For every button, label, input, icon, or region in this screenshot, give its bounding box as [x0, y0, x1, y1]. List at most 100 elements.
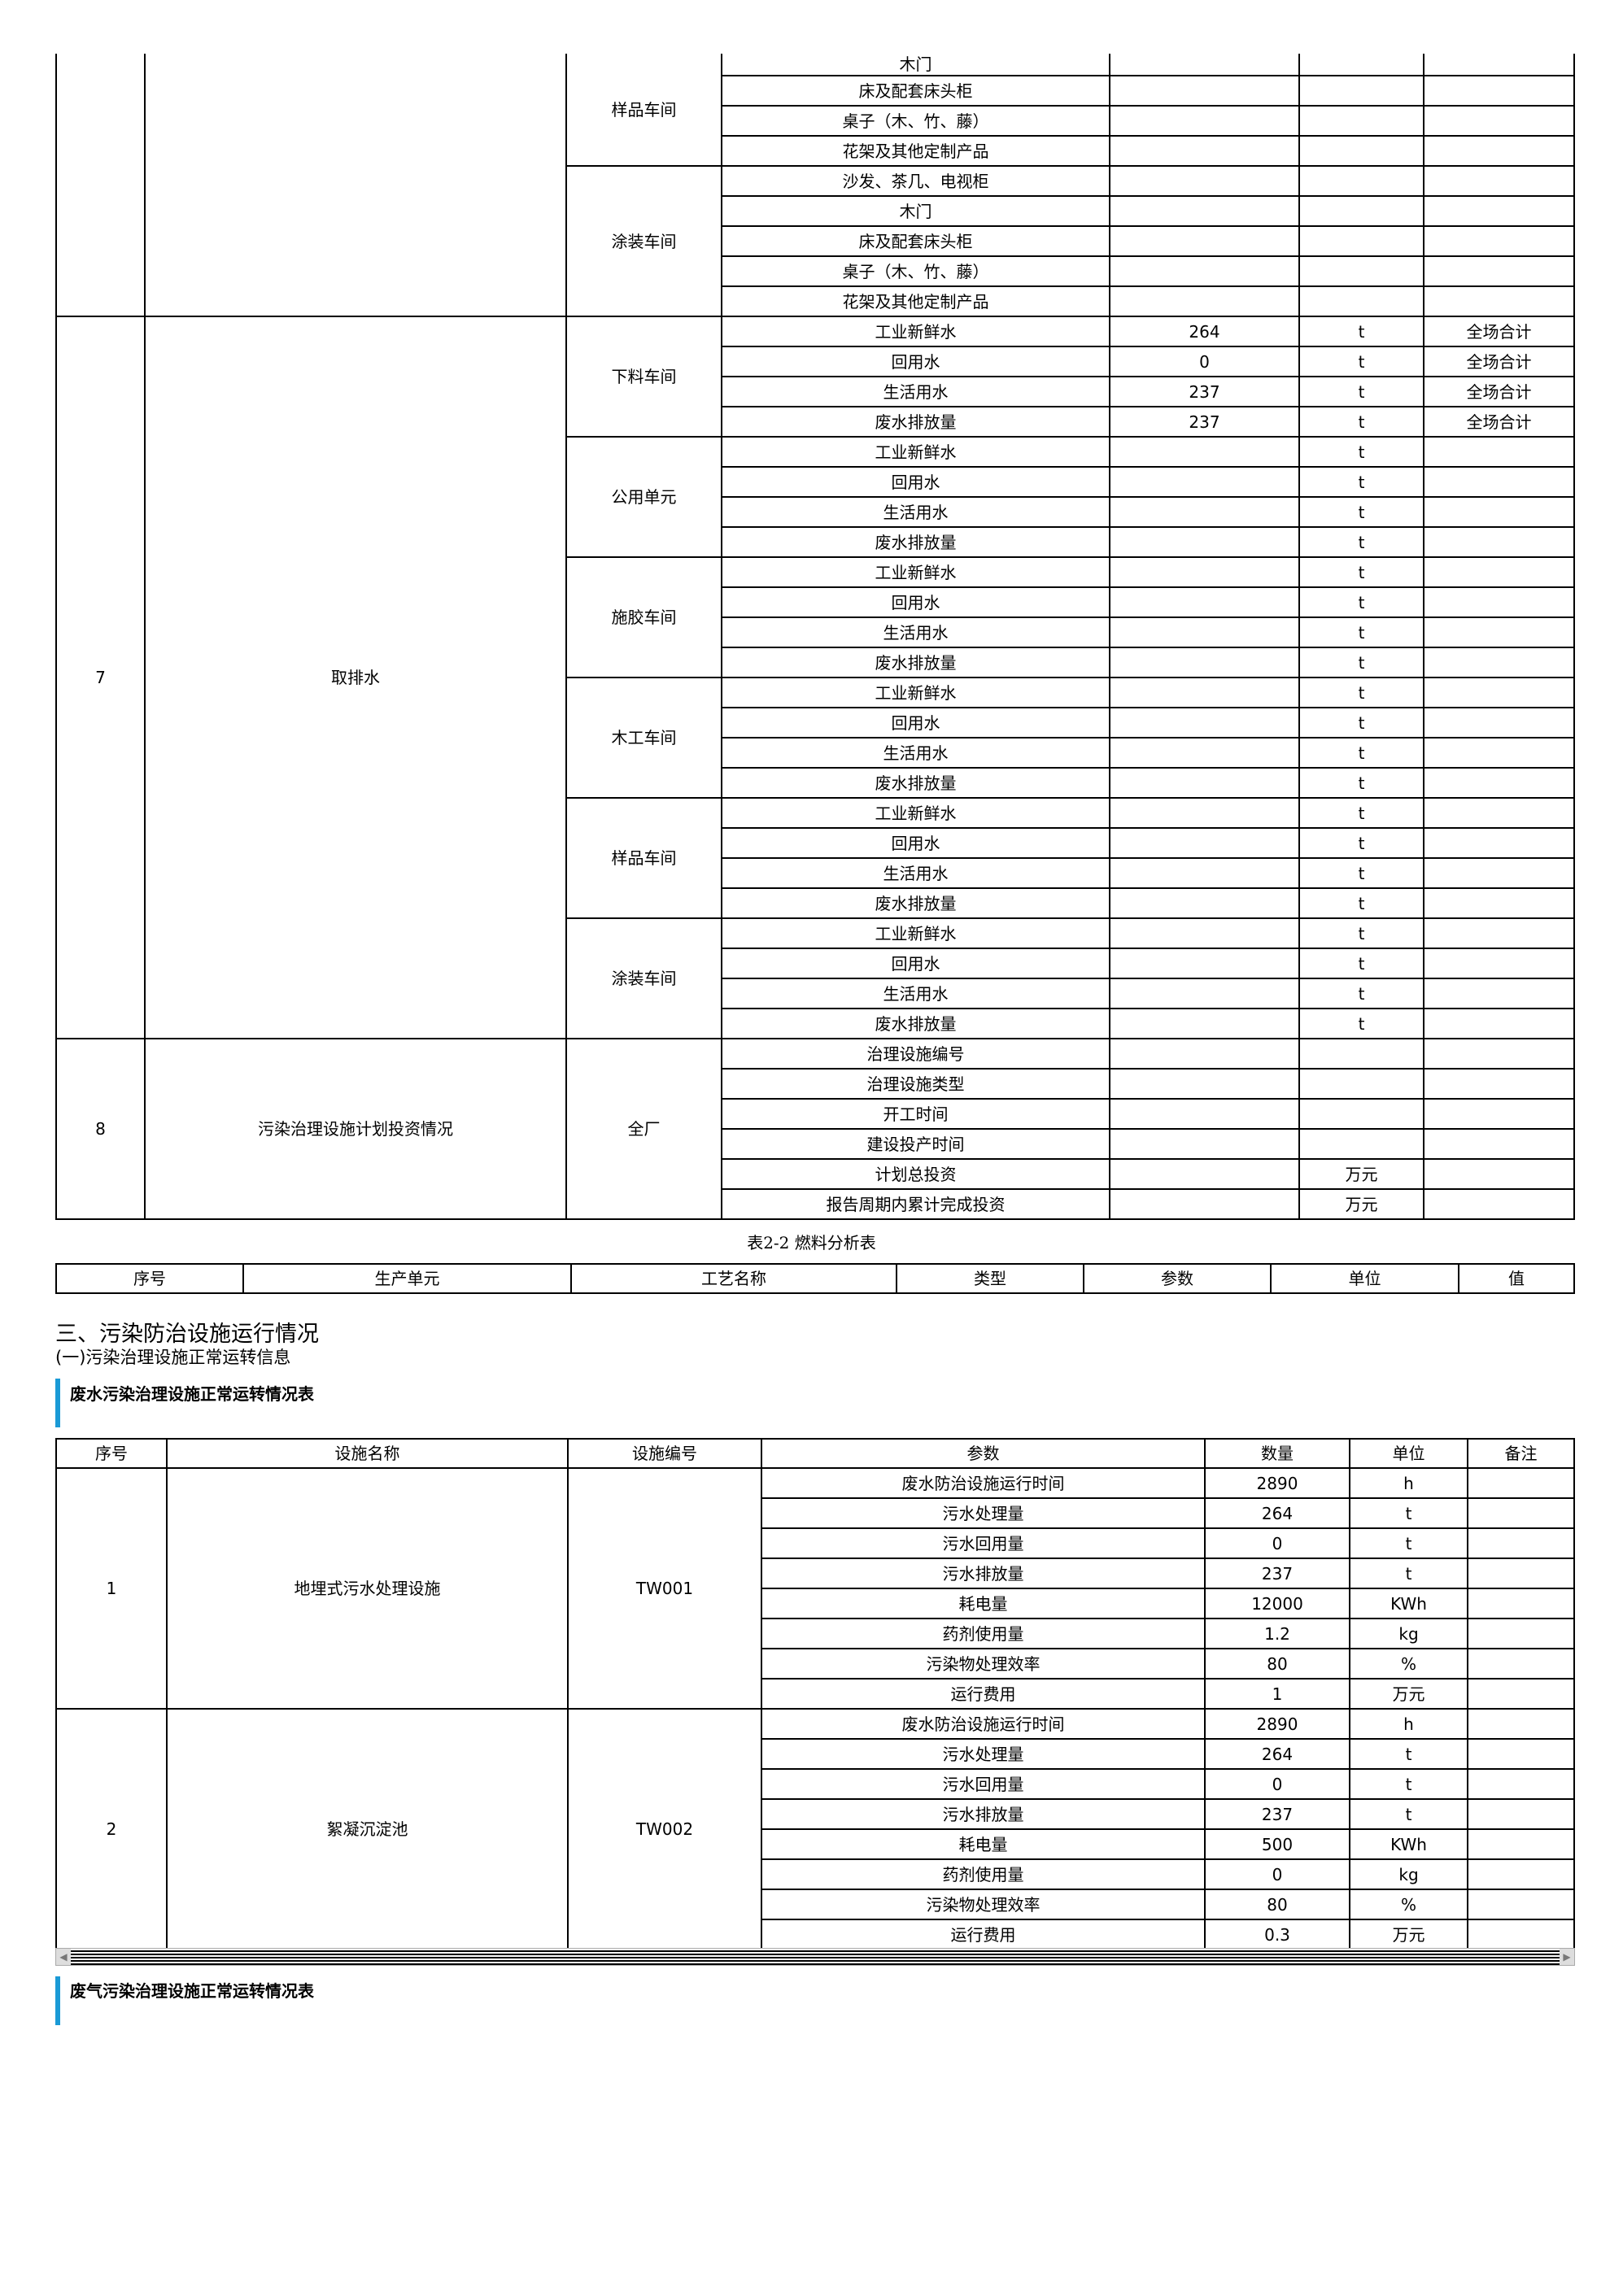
column-header: 类型 — [896, 1263, 1084, 1294]
parameter: 工业新鲜水 — [721, 797, 1110, 829]
unit — [1298, 225, 1424, 257]
table-row: 污水排放量 237 t — [56, 1558, 1575, 1589]
remark — [1467, 1648, 1575, 1680]
column-header: 单位 — [1349, 1438, 1468, 1469]
column-header: 设施名称 — [166, 1438, 569, 1469]
table-row: 回用水 t — [56, 586, 1575, 618]
production-unit: 样品车间 — [565, 797, 722, 919]
unit — [1298, 1128, 1424, 1160]
parameter: 建设投产时间 — [721, 1128, 1110, 1160]
subsection-title: (一)污染治理设施正常运转信息 — [55, 1348, 291, 1367]
value — [1109, 75, 1300, 107]
note: 全场合计 — [1423, 316, 1575, 347]
column-header: 设施编号 — [567, 1438, 762, 1469]
parameter: 运行费用 — [761, 1919, 1206, 1950]
unit: t — [1298, 978, 1424, 1009]
note — [1423, 436, 1575, 468]
accent-bar — [55, 1976, 60, 2025]
parameter: 工业新鲜水 — [721, 556, 1110, 588]
note — [1423, 737, 1575, 769]
column-header: 参数 — [761, 1438, 1206, 1469]
unit — [1298, 1098, 1424, 1130]
table-row: 样品车间 工业新鲜水 t — [56, 797, 1575, 919]
quantity: 80 — [1204, 1648, 1350, 1680]
unit — [1298, 255, 1424, 287]
value — [1109, 526, 1300, 558]
horizontal-scrollbar[interactable]: ◀ ▶ — [55, 1948, 1575, 1966]
value — [1109, 857, 1300, 889]
note: 全场合计 — [1423, 376, 1575, 407]
table-row: 公用单元 工业新鲜水 t — [56, 436, 1575, 558]
unit: t — [1349, 1558, 1468, 1589]
production-unit: 涂装车间 — [565, 165, 722, 317]
parameter: 污水处理量 — [761, 1497, 1206, 1529]
value — [1109, 285, 1300, 317]
table-row: 污水处理量 264 t — [56, 1497, 1575, 1529]
value — [1109, 1098, 1300, 1130]
remark — [1467, 1919, 1575, 1950]
parameter: 废水排放量 — [721, 406, 1110, 438]
table-row: 运行费用 1 万元 — [56, 1678, 1575, 1710]
unit: t — [1298, 346, 1424, 377]
unit: t — [1298, 707, 1424, 738]
production-unit: 涂装车间 — [565, 917, 722, 1039]
scroll-right-icon[interactable]: ▶ — [1560, 1949, 1574, 1965]
scroll-left-icon[interactable]: ◀ — [56, 1949, 71, 1965]
quantity: 2890 — [1204, 1708, 1350, 1740]
unit: h — [1349, 1708, 1468, 1740]
note — [1423, 616, 1575, 648]
value — [1109, 1068, 1300, 1100]
value — [1109, 948, 1300, 979]
row-number — [55, 54, 146, 317]
table-row: 污水排放量 237 t — [56, 1798, 1575, 1830]
parameter: 耗电量 — [761, 1828, 1206, 1860]
parameter: 污水排放量 — [761, 1798, 1206, 1830]
table-row: 药剂使用量 0 kg — [56, 1858, 1575, 1890]
note — [1423, 75, 1575, 107]
table-row: 耗电量 12000 KWh — [56, 1588, 1575, 1619]
value — [1109, 827, 1300, 859]
table-row: 桌子（木、竹、藤） — [56, 255, 1575, 287]
value — [1109, 496, 1300, 528]
table-row: 生活用水 t — [56, 978, 1575, 1009]
unit — [1298, 195, 1424, 227]
column-header: 序号 — [55, 1263, 244, 1294]
unit: t — [1298, 737, 1424, 769]
note: 全场合计 — [1423, 346, 1575, 377]
quantity: 0 — [1204, 1527, 1350, 1559]
parameter: 药剂使用量 — [761, 1618, 1206, 1649]
unit — [1298, 285, 1424, 317]
unit: 万元 — [1298, 1158, 1424, 1190]
table-row: 废水排放量 t — [56, 1008, 1575, 1039]
parameter: 治理设施编号 — [721, 1038, 1110, 1070]
parameter: 回用水 — [721, 586, 1110, 618]
parameter: 工业新鲜水 — [721, 917, 1110, 949]
unit: t — [1349, 1768, 1468, 1800]
value: 0 — [1109, 346, 1300, 377]
unit: t — [1298, 797, 1424, 829]
table-row: 回用水 t — [56, 466, 1575, 498]
value — [1109, 767, 1300, 799]
parameter: 床及配套床头柜 — [721, 75, 1110, 107]
waste-gas-table-title: 废气污染治理设施正常运转情况表 — [70, 1981, 314, 2001]
note — [1423, 54, 1575, 76]
note — [1423, 105, 1575, 137]
row-number: 1 — [55, 1467, 168, 1710]
unit: % — [1349, 1889, 1468, 1920]
value — [1109, 1128, 1300, 1160]
remark — [1467, 1738, 1575, 1770]
unit — [1298, 54, 1424, 76]
row-number: 8 — [55, 1038, 146, 1220]
quantity: 264 — [1204, 1497, 1350, 1529]
parameter: 废水防治设施运行时间 — [761, 1708, 1206, 1740]
parameter: 木门 — [721, 195, 1110, 227]
table-row: 药剂使用量 1.2 kg — [56, 1618, 1575, 1649]
unit: t — [1298, 466, 1424, 498]
unit: t — [1298, 616, 1424, 648]
value — [1109, 737, 1300, 769]
parameter: 桌子（木、竹、藤） — [721, 255, 1110, 287]
unit: t — [1349, 1738, 1468, 1770]
note — [1423, 1158, 1575, 1190]
note — [1423, 887, 1575, 919]
table-row: 生活用水 t — [56, 857, 1575, 889]
